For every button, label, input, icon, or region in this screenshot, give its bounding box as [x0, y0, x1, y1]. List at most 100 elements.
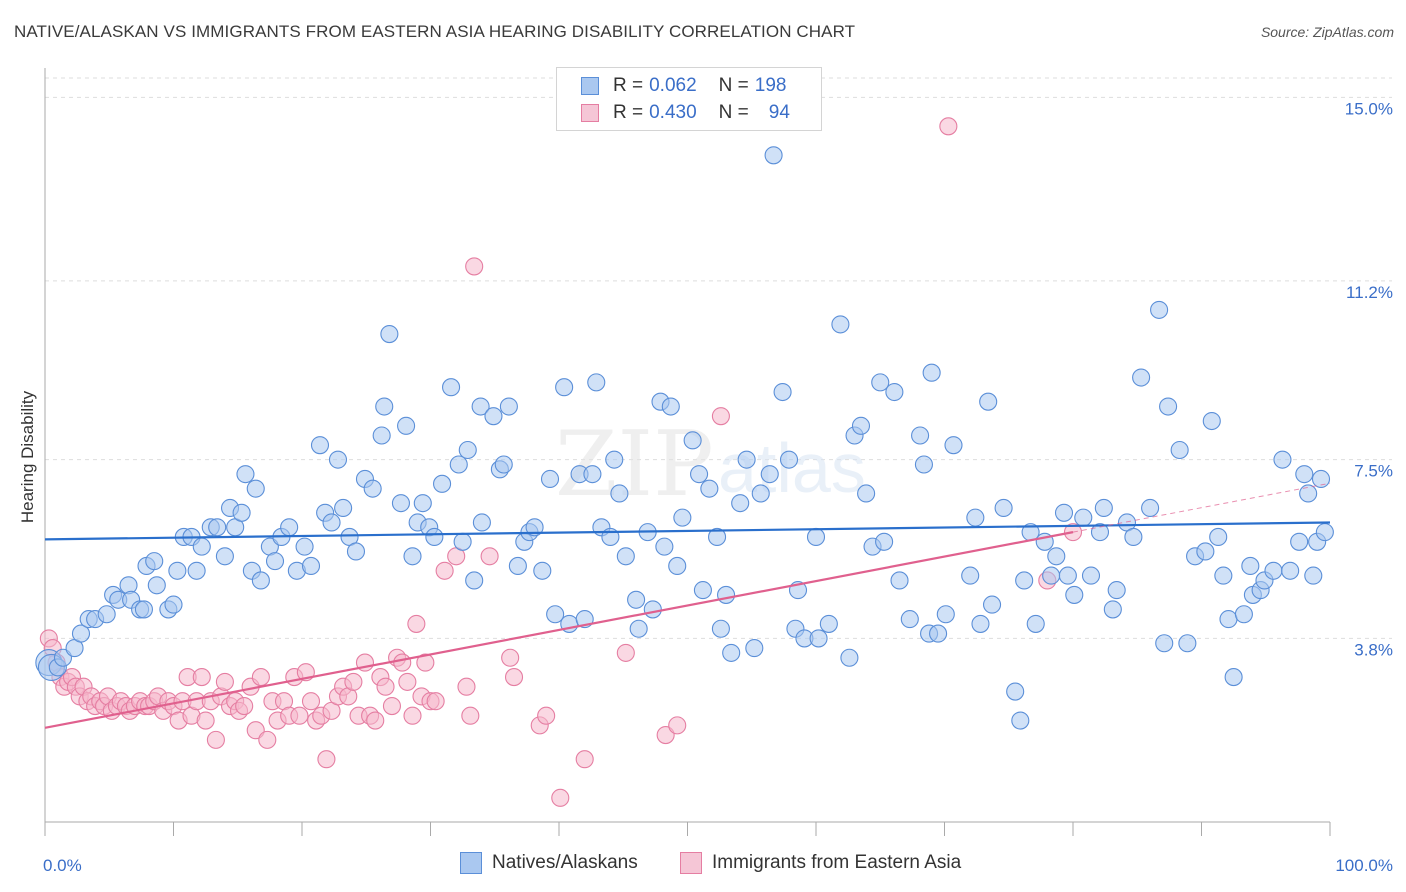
watermark-zip: ZIP — [555, 412, 714, 517]
data-point — [301, 692, 321, 711]
data-point — [1315, 523, 1334, 542]
legend-swatch-blue — [581, 77, 599, 95]
data-point — [1196, 542, 1215, 561]
data-point — [690, 465, 709, 484]
data-point — [716, 585, 736, 604]
data-point — [806, 527, 826, 547]
data-point — [773, 382, 792, 402]
data-point — [458, 440, 477, 460]
data-point — [1081, 566, 1101, 585]
data-point — [922, 363, 941, 382]
data-point — [1241, 556, 1260, 575]
data-point — [731, 494, 750, 513]
data-point — [449, 455, 468, 474]
data-point — [655, 537, 674, 556]
data-point — [246, 721, 265, 740]
data-point — [71, 624, 91, 643]
data-point — [413, 494, 432, 513]
legend-swatch-pink — [581, 104, 599, 122]
data-point — [994, 498, 1013, 518]
data-point — [187, 561, 206, 580]
data-point — [1011, 711, 1030, 730]
legend-r-label: R = — [613, 75, 644, 96]
legend-n-label: N = — [718, 102, 749, 123]
series-legend: Natives/Alaskans Immigrants from Eastern… — [0, 852, 1406, 878]
data-point — [1124, 527, 1143, 547]
legend-label-immigrants: Immigrants from Eastern Asia — [712, 852, 962, 873]
data-point — [453, 532, 472, 551]
correlation-legend: R = 0.062 N = 198 R = 0.430 N = 94 — [556, 67, 822, 131]
data-point — [1006, 682, 1025, 701]
data-point — [322, 513, 341, 532]
data-point — [1281, 561, 1300, 580]
y-tick-label-3: 15.0% — [1345, 99, 1393, 118]
data-point — [1058, 566, 1077, 585]
data-point — [363, 479, 382, 498]
trend-line-blue — [44, 521, 1331, 541]
data-point — [1094, 498, 1113, 518]
data-point — [145, 552, 164, 571]
legend-label-natives: Natives/Alaskans — [492, 852, 638, 873]
data-point — [583, 465, 602, 484]
data-point — [206, 730, 225, 749]
data-point — [1090, 523, 1110, 542]
data-point — [397, 416, 416, 435]
data-point — [656, 725, 675, 745]
data-point — [346, 542, 366, 561]
data-point — [1103, 600, 1122, 619]
data-point — [1304, 566, 1323, 585]
data-point — [1178, 634, 1197, 653]
data-point — [587, 373, 606, 392]
data-point — [1209, 527, 1228, 547]
data-point — [215, 547, 234, 566]
legend-swatch-pink — [680, 852, 702, 874]
data-point — [435, 561, 454, 580]
y-tick-label-2: 11.2% — [1346, 283, 1393, 302]
data-point — [134, 600, 153, 619]
data-point — [416, 653, 435, 672]
data-point — [1155, 634, 1174, 653]
data-point — [508, 556, 527, 575]
data-point — [215, 672, 234, 691]
legend-row-immigrants: R = 0.430 N = 94 — [581, 100, 790, 126]
data-point — [840, 648, 859, 667]
data-point — [627, 590, 646, 609]
data-point — [751, 484, 770, 503]
legend-n-value: 94 — [768, 102, 790, 123]
data-point — [525, 518, 544, 537]
data-point — [376, 677, 395, 696]
data-point — [809, 629, 828, 648]
data-point — [398, 672, 417, 691]
data-point — [551, 788, 570, 807]
data-point — [280, 518, 299, 537]
data-point — [442, 378, 461, 397]
data-point — [1311, 469, 1331, 489]
data-point — [936, 605, 955, 624]
data-point — [900, 610, 919, 629]
data-point — [1214, 566, 1233, 585]
data-point — [693, 581, 712, 600]
legend-swatch-blue — [460, 852, 482, 874]
data-point — [537, 706, 556, 725]
series-natives-alaskans — [35, 146, 1334, 730]
data-point — [403, 547, 422, 566]
data-point — [1042, 566, 1061, 585]
data-point — [461, 706, 480, 725]
legend-row-natives: R = 0.062 N = 198 — [581, 73, 786, 99]
data-point — [1141, 498, 1160, 518]
data-point — [301, 556, 321, 575]
legend-r-value: 0.430 — [649, 102, 697, 123]
data-point — [1047, 547, 1066, 566]
data-point — [168, 561, 187, 580]
y-tick-label-1: 7.5% — [1354, 462, 1393, 481]
data-point — [499, 397, 518, 416]
data-point — [196, 711, 215, 730]
data-point — [164, 595, 183, 614]
data-point — [480, 547, 499, 566]
data-point — [382, 697, 402, 716]
data-point — [629, 619, 648, 638]
data-point — [407, 614, 426, 633]
legend-item-natives: Natives/Alaskans — [460, 852, 638, 874]
data-point — [1170, 440, 1189, 460]
data-point — [1132, 368, 1151, 387]
